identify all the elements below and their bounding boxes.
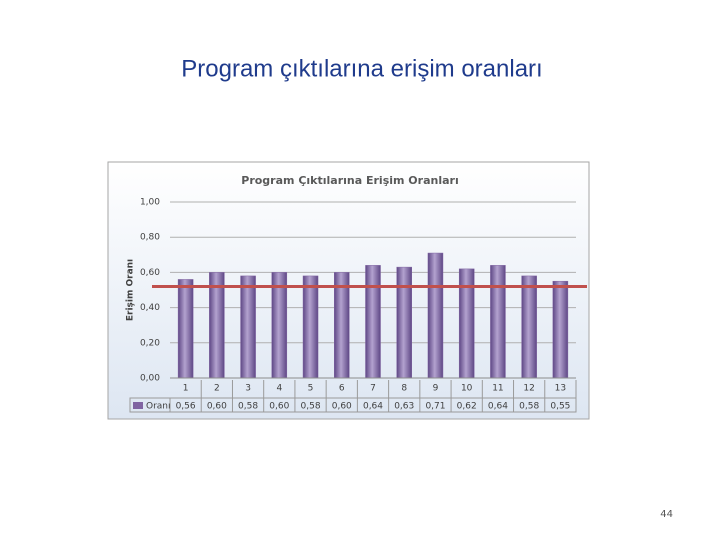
value-label: 0,55 xyxy=(550,402,570,412)
slide-title: Program çıktılarına erişim oranları xyxy=(181,55,542,82)
legend-swatch xyxy=(133,402,143,409)
bar xyxy=(271,272,288,379)
x-tick-label: 10 xyxy=(461,384,473,394)
value-label: 0,58 xyxy=(519,402,539,412)
x-tick-label: 1 xyxy=(183,384,189,394)
x-tick-label: 12 xyxy=(523,384,534,394)
bar xyxy=(334,272,350,379)
x-tick-label: 11 xyxy=(492,384,503,394)
x-tick-label: 2 xyxy=(214,384,220,394)
x-tick-label: 5 xyxy=(308,384,314,394)
value-label: 0,58 xyxy=(301,402,321,412)
value-label: 0,64 xyxy=(363,402,383,412)
page-number: 44 xyxy=(660,509,673,520)
chart-title: Program Çıktılarına Erişim Oranları xyxy=(241,174,458,187)
x-tick-label: 6 xyxy=(339,384,345,394)
bar xyxy=(302,275,319,379)
bar xyxy=(240,275,256,379)
y-tick-label: 1,00 xyxy=(140,198,160,208)
value-label: 0,56 xyxy=(176,402,196,412)
bar xyxy=(490,265,506,379)
bar xyxy=(177,279,194,379)
y-tick-label: 0,80 xyxy=(140,233,160,243)
y-tick-label: 0,20 xyxy=(140,338,160,348)
x-tick-label: 7 xyxy=(370,384,376,394)
legend-label: Oranı xyxy=(146,402,171,412)
value-label: 0,63 xyxy=(394,402,414,412)
bar xyxy=(396,266,412,379)
bar xyxy=(427,252,444,379)
y-tick-label: 0,00 xyxy=(140,374,160,384)
value-label: 0,62 xyxy=(457,402,477,412)
value-label: 0,71 xyxy=(425,402,445,412)
y-axis-label: Erişim Oranı xyxy=(126,259,136,321)
value-label: 0,60 xyxy=(207,402,227,412)
y-tick-label: 0,40 xyxy=(140,303,160,313)
x-tick-label: 13 xyxy=(555,384,566,394)
x-tick-label: 9 xyxy=(433,384,439,394)
bar xyxy=(521,275,537,379)
bar xyxy=(365,265,381,379)
x-tick-label: 3 xyxy=(245,384,251,394)
x-tick-label: 8 xyxy=(401,384,407,394)
value-label: 0,60 xyxy=(269,402,289,412)
y-tick-label: 0,60 xyxy=(140,268,160,278)
bar xyxy=(209,272,225,379)
value-label: 0,60 xyxy=(332,402,352,412)
value-label: 0,64 xyxy=(488,402,508,412)
x-tick-label: 4 xyxy=(276,384,282,394)
value-label: 0,58 xyxy=(238,402,258,412)
bar xyxy=(552,280,569,379)
